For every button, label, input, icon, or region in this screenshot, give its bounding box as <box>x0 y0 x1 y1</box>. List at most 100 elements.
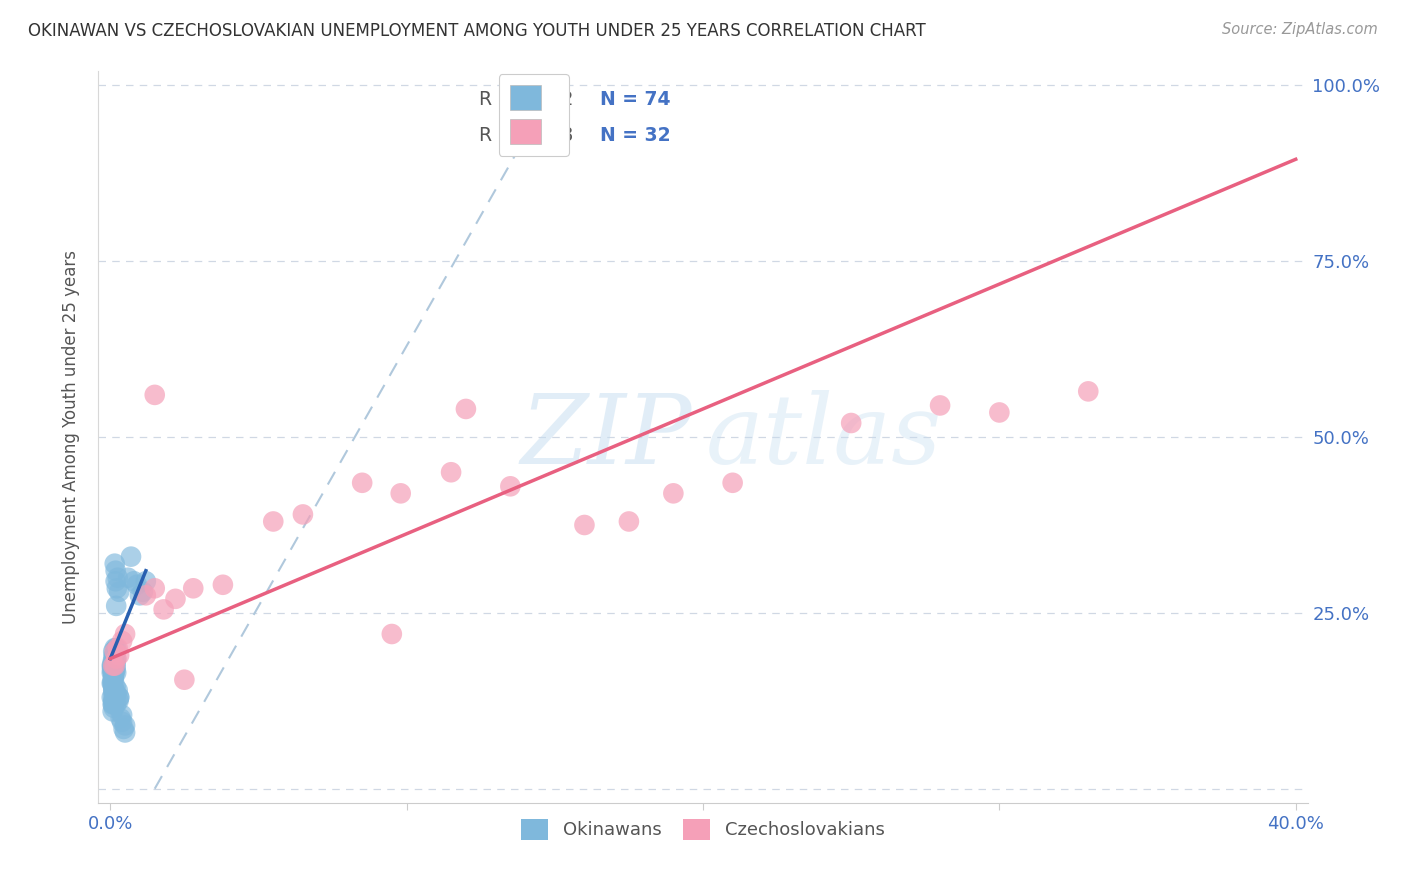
Point <box>117 571 139 585</box>
Text: ZIP: ZIP <box>520 390 692 484</box>
Point <box>104 564 127 578</box>
Point <box>111 634 134 648</box>
Point <box>104 574 127 589</box>
Point <box>122 574 145 589</box>
Point <box>135 574 157 589</box>
Point <box>104 690 127 705</box>
Point <box>101 676 124 690</box>
Text: OKINAWAN VS CZECHOSLOVAKIAN UNEMPLOYMENT AMONG YOUTH UNDER 25 YEARS CORRELATION : OKINAWAN VS CZECHOSLOVAKIAN UNEMPLOYMENT… <box>28 22 927 40</box>
Point <box>291 508 314 522</box>
Point <box>100 676 122 690</box>
Point <box>352 475 374 490</box>
Point <box>165 591 187 606</box>
Point <box>104 690 127 705</box>
Point <box>104 641 127 656</box>
Point <box>101 673 124 687</box>
Point <box>100 658 122 673</box>
Point <box>103 648 125 662</box>
Point <box>101 662 124 676</box>
Point <box>103 665 125 680</box>
Point <box>108 690 131 705</box>
Point <box>105 599 128 613</box>
Point <box>114 725 136 739</box>
Point <box>105 698 128 712</box>
Point <box>125 578 148 592</box>
Point <box>107 571 129 585</box>
Point <box>107 683 129 698</box>
Point <box>100 665 122 680</box>
Point <box>100 690 122 705</box>
Point <box>111 714 134 729</box>
Point <box>103 680 125 694</box>
Point <box>101 665 124 680</box>
Point <box>105 582 128 596</box>
Point <box>389 486 412 500</box>
Point <box>103 673 125 687</box>
Point <box>212 578 235 592</box>
Point <box>101 705 124 719</box>
Point <box>103 644 125 658</box>
Point <box>143 388 166 402</box>
Point <box>617 515 640 529</box>
Point <box>662 486 685 500</box>
Point <box>262 515 284 529</box>
Point <box>499 479 522 493</box>
Point <box>101 658 124 673</box>
Point <box>104 662 127 676</box>
Point <box>103 662 125 676</box>
Point <box>103 701 125 715</box>
Legend: Okinawans, Czechoslovakians: Okinawans, Czechoslovakians <box>512 810 894 848</box>
Point <box>1077 384 1099 399</box>
Point <box>143 582 166 596</box>
Point <box>104 648 127 662</box>
Point <box>101 698 124 712</box>
Point <box>721 475 744 490</box>
Text: Source: ZipAtlas.com: Source: ZipAtlas.com <box>1222 22 1378 37</box>
Point <box>381 627 404 641</box>
Point <box>152 602 174 616</box>
Point <box>104 665 127 680</box>
Point <box>103 683 125 698</box>
Point <box>104 658 127 673</box>
Point <box>112 722 135 736</box>
Text: atlas: atlas <box>706 390 942 484</box>
Point <box>105 651 128 665</box>
Point <box>104 655 127 669</box>
Point <box>105 651 128 665</box>
Point <box>107 694 129 708</box>
Point <box>101 676 124 690</box>
Point <box>103 669 125 683</box>
Text: N = 74: N = 74 <box>600 90 671 109</box>
Point <box>929 399 952 413</box>
Point <box>103 683 125 698</box>
Text: R = 0.422: R = 0.422 <box>479 90 574 109</box>
Point <box>103 673 125 687</box>
Point <box>114 627 136 641</box>
Point <box>108 584 131 599</box>
Point <box>103 651 125 665</box>
Point <box>103 694 125 708</box>
Point <box>108 690 131 705</box>
Point <box>103 694 125 708</box>
Point <box>129 588 152 602</box>
Point <box>101 658 124 673</box>
Point <box>104 644 127 658</box>
Point <box>173 673 195 687</box>
Text: N = 32: N = 32 <box>600 127 671 145</box>
Point <box>103 669 125 683</box>
Point <box>104 658 127 673</box>
Point <box>110 711 132 725</box>
Point <box>103 655 125 669</box>
Point <box>108 648 131 662</box>
Point <box>104 680 127 694</box>
Point <box>132 584 155 599</box>
Point <box>103 680 125 694</box>
Point <box>104 658 127 673</box>
Point <box>839 416 862 430</box>
Point <box>135 588 157 602</box>
Point <box>105 687 128 701</box>
Point <box>105 665 128 680</box>
Point <box>103 669 125 683</box>
Point <box>101 655 124 669</box>
Point <box>181 582 204 596</box>
